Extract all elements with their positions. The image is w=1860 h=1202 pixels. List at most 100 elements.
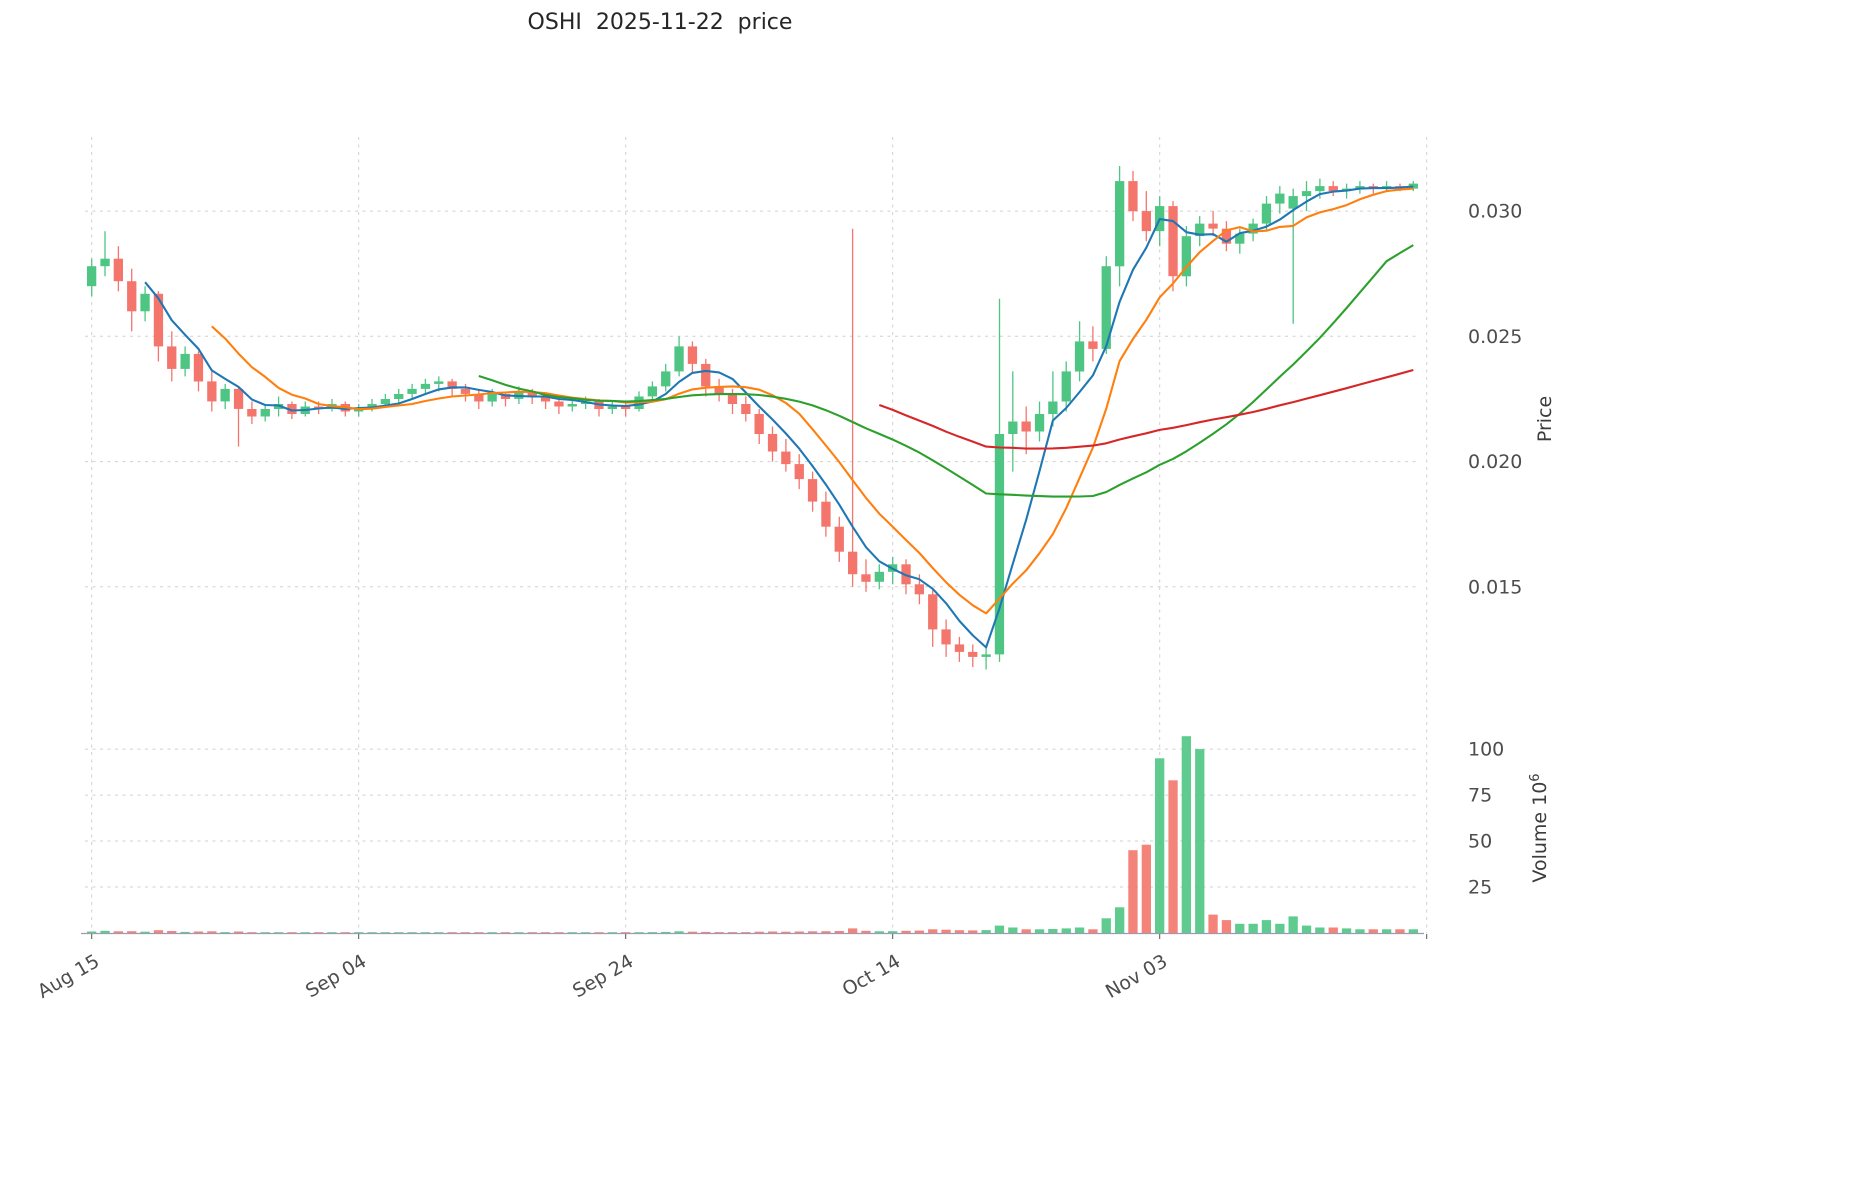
candle (981, 646, 991, 670)
volume-bar (354, 932, 364, 933)
volume-bar (901, 930, 911, 933)
candle (1088, 326, 1098, 362)
volume-bar (394, 932, 404, 933)
candle (1261, 196, 1272, 232)
volume-bar (874, 931, 884, 933)
candle (193, 351, 204, 392)
candle (1061, 361, 1071, 412)
candle (1181, 226, 1191, 287)
volume-bar (861, 930, 871, 933)
volume-bar (714, 932, 724, 933)
price-tick-label: 0.030 (1468, 201, 1522, 223)
candle (727, 388, 738, 414)
volume-bar (514, 932, 524, 933)
volume-bar (1061, 928, 1071, 933)
volume-bar (928, 929, 938, 933)
volume-bar (207, 931, 217, 933)
candle (567, 399, 577, 412)
volume-bar (167, 931, 177, 933)
volume-bar (180, 931, 190, 933)
volume-bar (447, 932, 457, 933)
x-tick-label: Aug 15 (34, 950, 103, 1003)
candle (701, 358, 711, 397)
volume-axis-title: Volume 106 (1528, 773, 1551, 882)
volume-bar (687, 931, 698, 933)
volume-bar (380, 932, 390, 933)
volume-bar (1288, 916, 1298, 933)
volume-bar (1155, 758, 1165, 933)
candle (87, 258, 97, 297)
volume-bar (87, 931, 97, 933)
volume-bar (981, 930, 991, 933)
volume-bar (340, 932, 350, 933)
volume-bar (474, 932, 484, 933)
volume-bar (767, 931, 778, 933)
volume-bar (807, 931, 818, 933)
ma-line-10 (211, 187, 1414, 615)
candle (794, 454, 804, 490)
candle (1074, 321, 1085, 382)
price-tick-label: 0.025 (1468, 326, 1522, 348)
volume-bar (941, 929, 951, 933)
volume-bar (674, 931, 684, 933)
volume-bar (1181, 736, 1191, 933)
candle (1208, 211, 1218, 237)
volume-bar (727, 932, 738, 933)
candle (834, 516, 844, 562)
candle (1195, 216, 1205, 247)
volume-bar (300, 932, 310, 933)
x-tick-label: Oct 14 (839, 950, 905, 1001)
volume-bar (287, 932, 297, 933)
volume-bar (647, 932, 657, 933)
candle (1101, 256, 1111, 354)
gridlines (85, 137, 1428, 933)
volume-bar (247, 932, 257, 933)
volume-bar (540, 932, 551, 933)
volume-bar (100, 930, 110, 933)
volume-bar (1382, 929, 1392, 933)
candle (647, 381, 657, 402)
volume-bar (460, 932, 471, 933)
candle (621, 401, 631, 417)
candle (874, 564, 884, 590)
candle (127, 268, 137, 332)
volume-bar (1368, 929, 1378, 933)
candle (741, 396, 751, 422)
candle (140, 286, 150, 322)
volume-bar (994, 925, 1005, 933)
candle (954, 636, 965, 662)
volume-bar (500, 932, 511, 933)
volume-bar (821, 931, 831, 933)
volume-bar (888, 931, 898, 933)
volume-bar (848, 928, 858, 933)
volume-bar (434, 932, 444, 933)
volume-tick-label: 50 (1468, 831, 1492, 853)
volume-bar (661, 931, 671, 933)
candle (1275, 186, 1285, 214)
volume-bar (1328, 927, 1338, 933)
candle (380, 394, 390, 407)
candle (1141, 191, 1151, 242)
candle (767, 426, 778, 462)
price-axis-title: Price (1534, 396, 1556, 442)
volume-bar (140, 931, 150, 933)
candle (354, 404, 364, 417)
volume-bar (1074, 927, 1085, 933)
volume-bar (367, 932, 377, 933)
candle (113, 246, 123, 292)
volume-bar (1048, 929, 1058, 933)
candle (861, 559, 871, 592)
candle (781, 439, 791, 472)
ma-line-30 (478, 244, 1414, 498)
volume-bar (607, 932, 617, 933)
volume-bar (1315, 927, 1325, 933)
x-tick-label: Sep 24 (569, 950, 637, 1002)
price-tick-label: 0.020 (1468, 451, 1522, 473)
candle (994, 298, 1005, 662)
volume-bar (1408, 929, 1418, 933)
volume-bar (487, 932, 497, 933)
candle (1221, 221, 1232, 252)
candle (1382, 181, 1392, 192)
candle (821, 491, 831, 537)
